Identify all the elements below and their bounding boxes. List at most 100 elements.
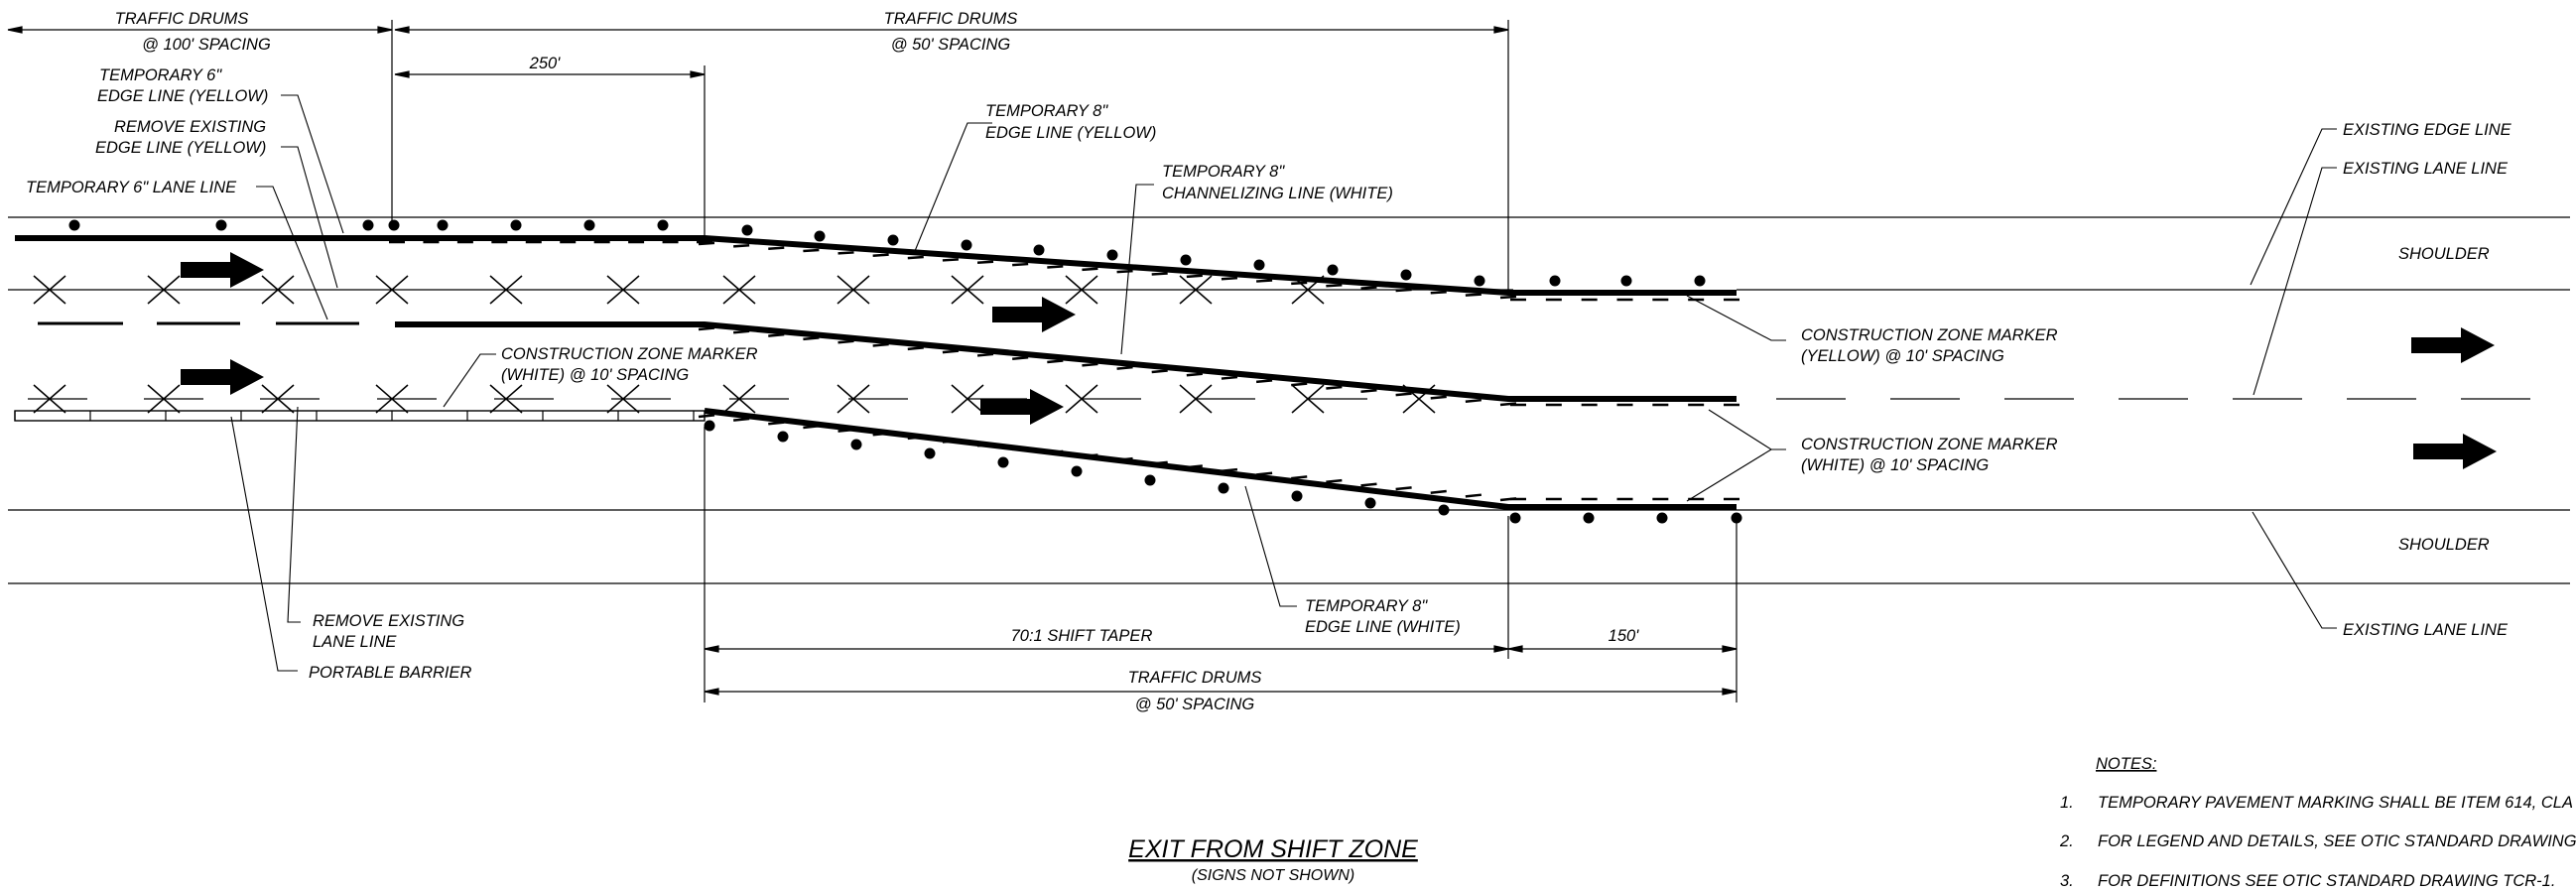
callout-temp8-edge-yellow-line2: EDGE LINE (YELLOW): [985, 124, 1156, 142]
removed-marking-x: [1402, 384, 1436, 414]
construction-zone-marker: [1012, 262, 1029, 267]
traffic-drum: [1694, 275, 1706, 287]
construction-zone-marker: [1499, 295, 1517, 300]
roadway-geometry: [8, 216, 2570, 584]
construction-zone-marker: [1395, 392, 1412, 397]
traffic-drum: [1180, 254, 1192, 266]
construction-zone-marker: [1047, 449, 1064, 454]
direction-arrow-icon: [2413, 434, 2497, 469]
construction-zone-marker: [1116, 456, 1133, 462]
construction-zone-marker: [733, 329, 750, 334]
construction-zone-marker: [768, 421, 785, 426]
construction-zone-marker: [1395, 288, 1412, 293]
removed-marking-x: [33, 275, 66, 305]
removed-marking-x: [1065, 275, 1098, 305]
traffic-drum: [887, 234, 899, 246]
construction-zone-marker: [1186, 464, 1203, 469]
construction-zone-marker: [872, 432, 889, 437]
traffic-drum: [1327, 264, 1339, 276]
label-existing-edge-line: EXISTING EDGE LINE: [2343, 121, 2512, 139]
traffic-drum: [1438, 504, 1450, 516]
construction-zone-marker: [976, 260, 994, 265]
callout-portable-barrier: PORTABLE BARRIER: [309, 664, 472, 682]
notes-heading: NOTES:: [2096, 755, 2156, 773]
traffic-drum: [437, 219, 449, 231]
traffic-drum: [68, 219, 80, 231]
construction-zone-marker: [1256, 279, 1273, 283]
callout-czm-yellow-right-line1: CONSTRUCTION ZONE MARKER: [1801, 326, 2058, 344]
traffic-drum: [961, 239, 972, 251]
callout-temp8-edge-yellow-line1: TEMPORARY 8": [985, 102, 1108, 120]
removed-marking-x: [1179, 275, 1213, 305]
removed-marking-x: [1291, 275, 1325, 305]
construction-zone-marker: [698, 414, 715, 419]
callout-leader-line: [2250, 128, 2337, 286]
traffic-drum: [657, 219, 669, 231]
note-2-number: 2.: [2059, 832, 2074, 850]
construction-zone-marker: [1047, 359, 1064, 364]
note-1-number: 1.: [2060, 794, 2074, 812]
construction-zone-marker: [1360, 286, 1377, 290]
construction-zone-marker: [768, 246, 785, 250]
construction-zone-marker: [942, 349, 960, 354]
traffic-drum: [1656, 512, 1668, 524]
construction-zone-marker: [1082, 267, 1098, 272]
traffic-drum: [1291, 490, 1303, 502]
construction-zone-marker: [698, 241, 715, 246]
removed-marking-x: [951, 275, 984, 305]
note-3-text: FOR DEFINITIONS SEE OTIC STANDARD DRAWIN…: [2098, 872, 2555, 890]
callout-remove-edge-line2: EDGE LINE (YELLOW): [95, 139, 266, 157]
construction-zone-marker: [1430, 489, 1447, 494]
direction-arrow-icon: [992, 297, 1076, 332]
construction-zone-marker: [803, 425, 820, 430]
dim-drums-50-bottom-line2: @ 50' SPACING: [1135, 696, 1255, 713]
callout-temp6-edge-line1: TEMPORARY 6": [99, 66, 222, 84]
construction-zone-marker: [1326, 385, 1343, 390]
construction-zone-marker: [1151, 460, 1168, 465]
removed-marking-x: [375, 275, 409, 305]
callout-czm-white-left-line2: (WHITE) @ 10' SPACING: [501, 366, 689, 384]
traffic-drum: [1218, 482, 1229, 494]
callout-leader-line: [281, 94, 344, 234]
construction-zone-marker: [1047, 265, 1064, 269]
traffic-drum: [1033, 244, 1045, 256]
dim-line-drums-50-top-arrow: [1493, 26, 1509, 34]
traffic-drum: [997, 456, 1009, 468]
label-shoulder-top: SHOULDER: [2398, 245, 2490, 263]
traffic-drum: [583, 219, 595, 231]
removed-marking-x: [147, 275, 181, 305]
traffic-drum: [1620, 275, 1632, 287]
traffic-drum: [1071, 465, 1083, 477]
dim-line-150-arrow: [1507, 645, 1523, 653]
dim-drums-50-top-line2: @ 50' SPACING: [891, 36, 1011, 54]
label-existing-lane-line-top: EXISTING LANE LINE: [2343, 160, 2509, 178]
callout-leader-line: [1686, 409, 1786, 502]
note-3-number: 3.: [2060, 872, 2074, 890]
construction-zone-marker: [907, 255, 924, 260]
construction-zone-marker: [1395, 486, 1412, 491]
construction-zone-marker: [1255, 379, 1273, 384]
direction-arrow-icon: [2411, 327, 2495, 363]
construction-zone-marker: [837, 339, 854, 344]
callout-leader-line: [281, 146, 338, 289]
traffic-drum: [215, 219, 227, 231]
callout-remove-lane-line2: LANE LINE: [313, 633, 397, 651]
construction-zone-marker: [1012, 355, 1029, 360]
traffic-drum: [362, 219, 374, 231]
dim-line-250-arrow: [690, 70, 706, 78]
direction-arrow-icon: [181, 359, 264, 395]
portable-barrier: [14, 410, 706, 422]
construction-zone-marker: [1360, 389, 1377, 394]
construction-zone-marker: [1291, 382, 1308, 387]
traffic-drum: [741, 224, 753, 236]
direction-arrow-icon: [181, 252, 264, 288]
callout-czm-white-right-line1: CONSTRUCTION ZONE MARKER: [1801, 436, 2058, 453]
dim-line-250-arrow: [394, 70, 410, 78]
construction-zone-marker: [1465, 293, 1481, 297]
callout-temp6-edge-line2: EDGE LINE (YELLOW): [97, 87, 268, 105]
construction-zone-marker: [733, 244, 750, 248]
traffic-drum: [388, 219, 400, 231]
construction-zone-marker: [1499, 402, 1517, 407]
temp-edge-line-yellow: [15, 235, 1737, 296]
